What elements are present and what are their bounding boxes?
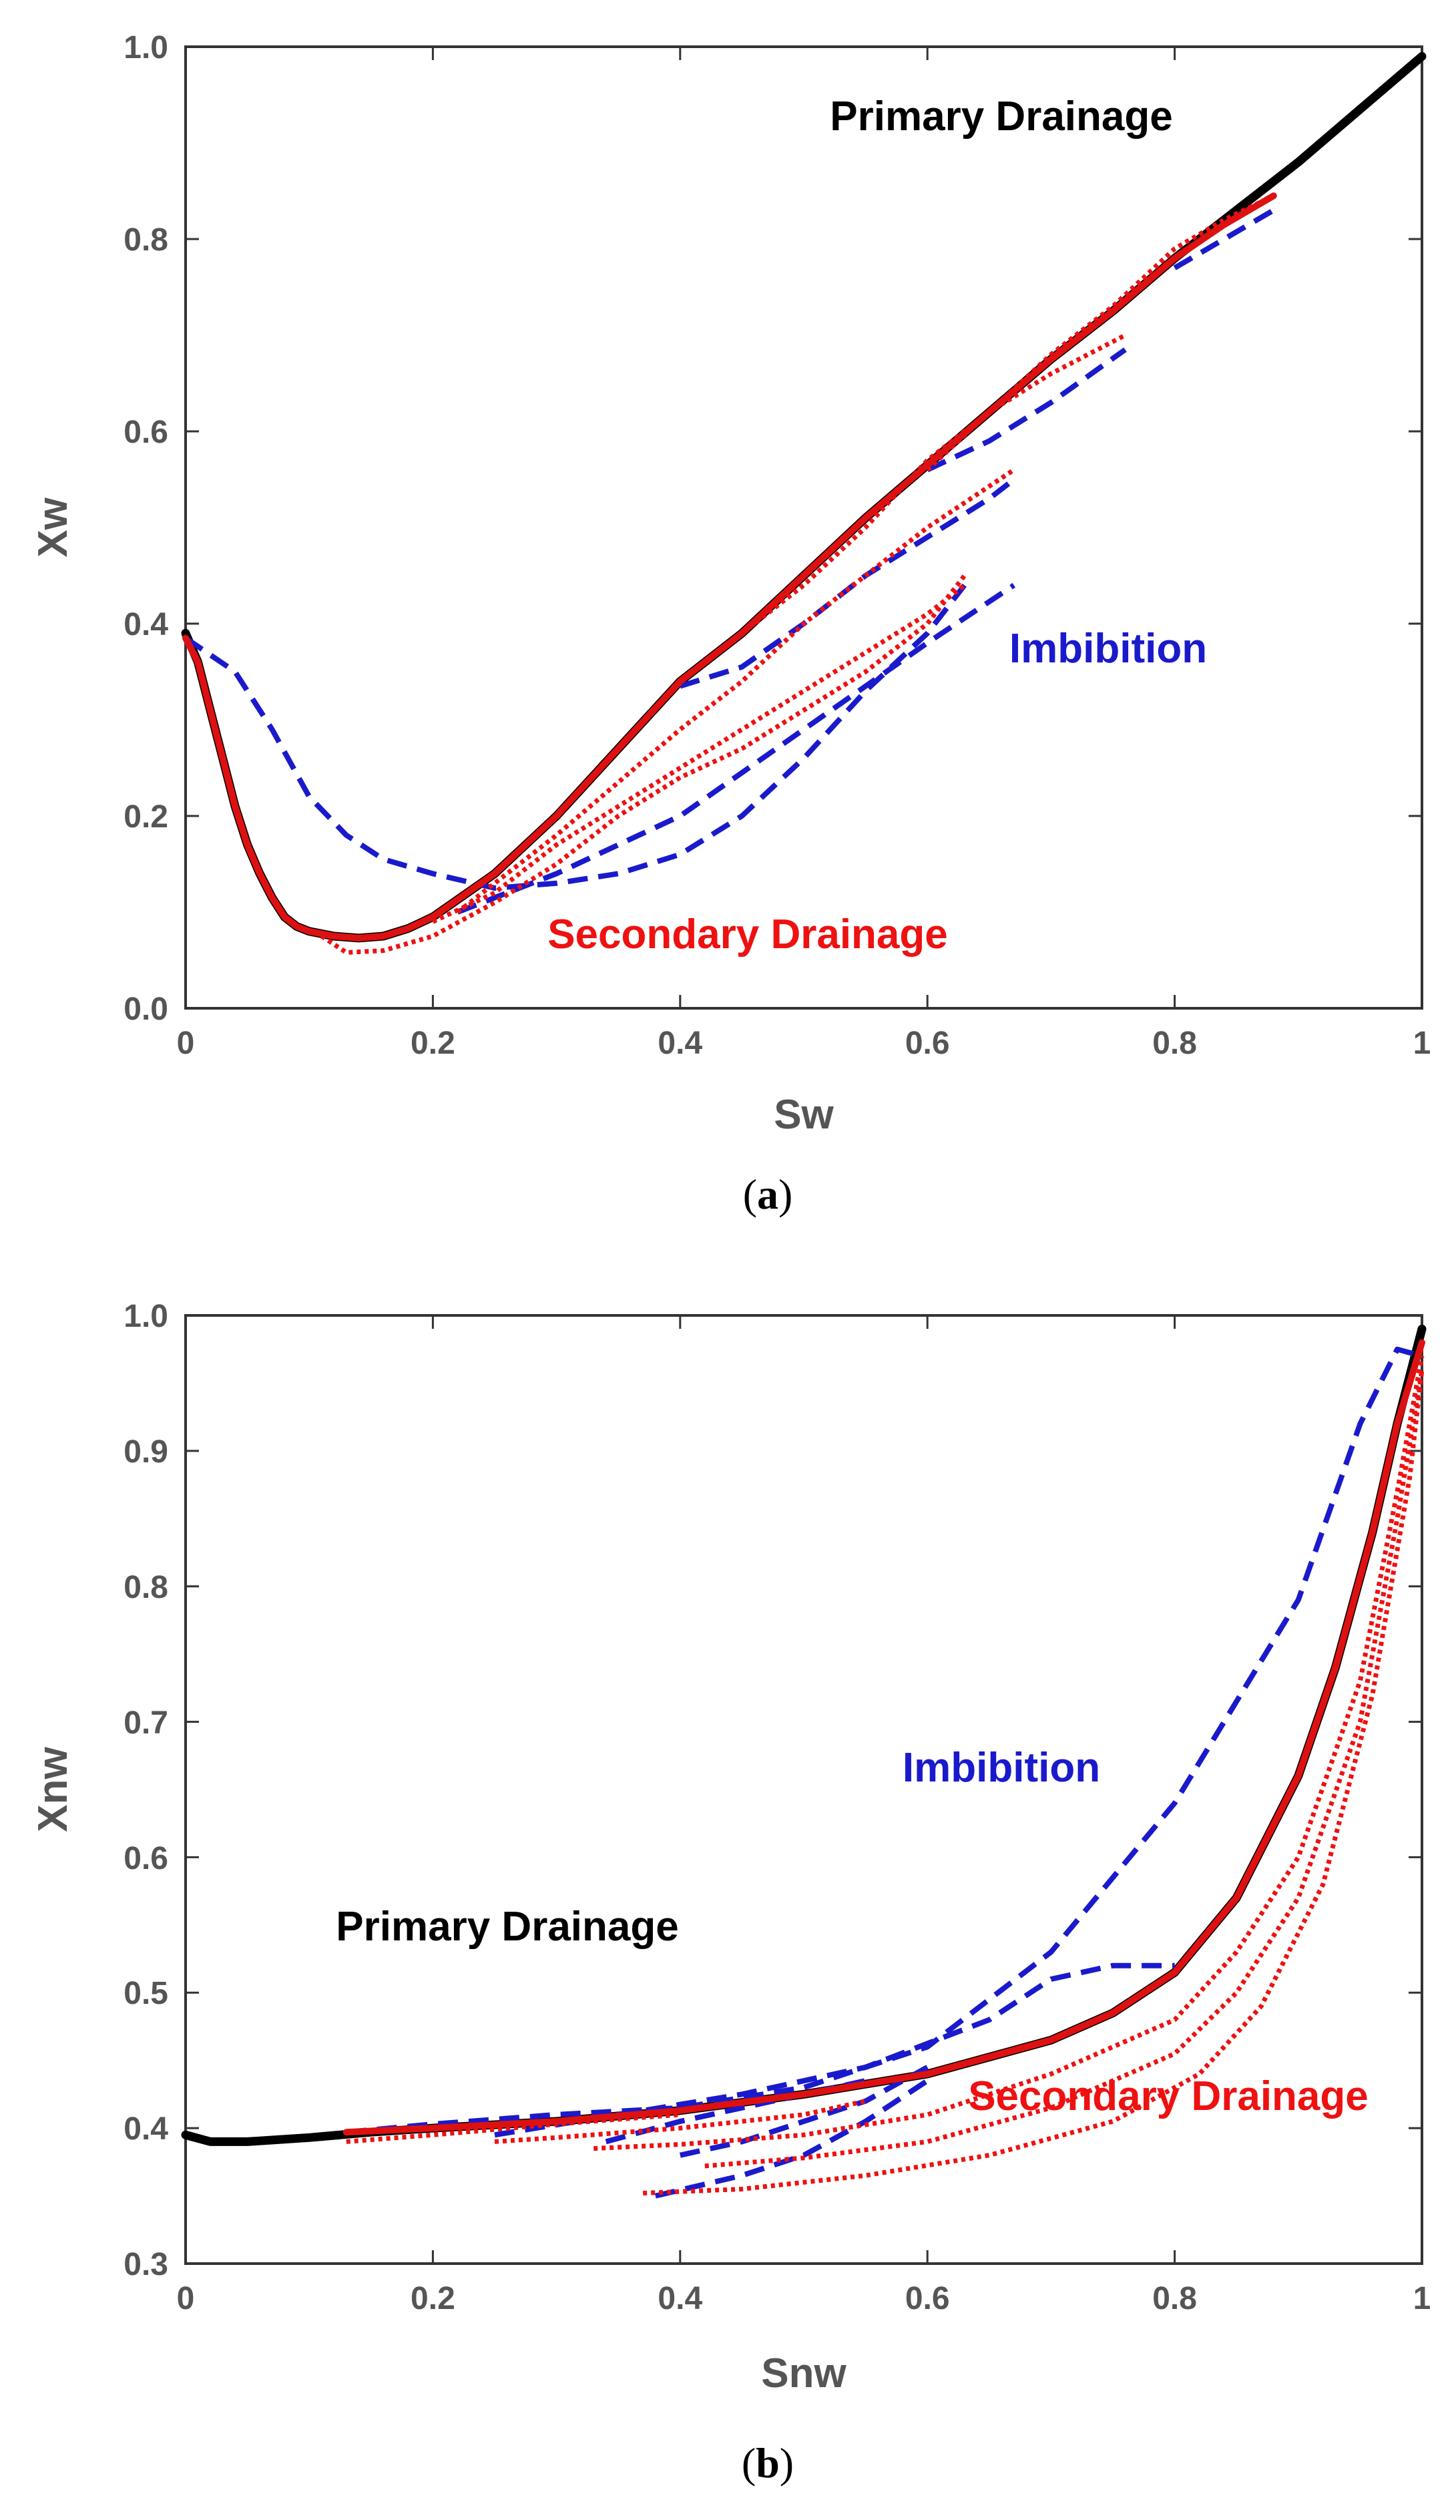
xtick-label-a: 0.2 — [411, 1026, 455, 1061]
series-line-imbibition-2 — [494, 1962, 1175, 2138]
xtick-label-a: 0.8 — [1152, 1026, 1197, 1061]
annotation-secondary-drainage-b: Secondary Drainage — [968, 2073, 1369, 2119]
xtick-label-b: 0 — [177, 2281, 195, 2316]
x-axis-label-a: Sw — [774, 1092, 834, 1138]
annotation-imbibition-b: Imbibition — [903, 1745, 1100, 1791]
series-line-secondary-drainage-2 — [431, 583, 966, 924]
ytick-label-a: 0.8 — [124, 222, 168, 258]
ytick-label-a: 0.0 — [124, 992, 168, 1027]
annotation-primary-drainage-b: Primary Drainage — [336, 1904, 678, 1950]
axis-ticks-a — [184, 45, 1423, 1010]
panel-a: 0 0.2 0.4 0.6 0.8 1 0.0 0.2 0.4 0.6 0.8 … — [30, 30, 1431, 1218]
xtick-label-b: 0.8 — [1152, 2281, 1197, 2316]
caption-b: (b) — [742, 2439, 794, 2487]
xtick-label-b: 0.4 — [658, 2281, 702, 2316]
series-line-imbibition-4 — [679, 2065, 929, 2158]
series-layer-b — [181, 1324, 1427, 2199]
series-line-primary-drainage — [181, 51, 1427, 943]
xtick-label-b: 0.6 — [905, 2281, 950, 2316]
series-line-primary-drainage — [181, 1324, 1427, 2146]
annotation-secondary-drainage-a: Secondary Drainage — [547, 911, 948, 958]
xtick-label-a: 0.6 — [905, 1026, 950, 1061]
series-line-imbibition-1 — [184, 583, 967, 891]
series-line-secondary-drainage-5 — [925, 194, 1275, 472]
series-line-imbibition-5 — [654, 2078, 929, 2199]
annotation-imbibition-a: Imbibition — [1009, 626, 1207, 672]
ytick-label-b: 0.3 — [124, 2247, 168, 2282]
y-axis-label-a: Xw — [30, 497, 76, 557]
ytick-label-b: 0.8 — [124, 1570, 168, 1605]
xtick-label-a: 1 — [1413, 1026, 1431, 1061]
x-axis-label-b: Snw — [761, 2350, 846, 2396]
ytick-label-b: 0.5 — [124, 1976, 168, 2011]
panel-b: 0 0.2 0.4 0.6 0.8 1 0.3 0.4 0.5 0.6 0.7 … — [30, 1299, 1431, 2487]
xtick-label-b: 0.2 — [411, 2281, 455, 2316]
y-axis-label-b: Xnw — [30, 1747, 76, 1832]
ytick-label-a: 0.2 — [124, 799, 168, 835]
series-line-secondary-drainage-2 — [494, 2099, 867, 2144]
ytick-label-b: 0.7 — [124, 1705, 168, 1741]
caption-a: (a) — [743, 1171, 793, 1218]
plot-frame-a — [184, 45, 1423, 1010]
series-line-secondary-drainage-3 — [593, 1355, 1425, 2151]
ytick-label-a: 0.4 — [124, 607, 168, 642]
xtick-label-b: 1 — [1413, 2281, 1431, 2316]
series-layer-a — [181, 51, 1427, 955]
series-line-secondary-drainage-4 — [704, 1369, 1425, 2169]
annotation-primary-drainage-a: Primary Drainage — [830, 93, 1172, 140]
ytick-label-b: 0.9 — [124, 1434, 168, 1470]
series-line-secondary-drainage-1 — [320, 574, 967, 955]
series-line-main-drainage — [182, 192, 1277, 941]
ytick-label-a: 1.0 — [124, 30, 168, 65]
series-line-imbibition-3 — [679, 477, 1016, 689]
series-line-imbibition-5 — [1173, 208, 1275, 270]
xtick-label-a: 0.4 — [658, 1026, 702, 1061]
series-line-main-drainage — [342, 1339, 1425, 2136]
series-line-secondary-drainage-1 — [346, 2112, 681, 2144]
series-line-imbibition-2 — [456, 583, 1016, 915]
xtick-label-a: 0 — [177, 1026, 195, 1061]
ytick-label-b: 0.4 — [124, 2111, 168, 2147]
ytick-label-b: 1.0 — [124, 1299, 168, 1334]
series-line-secondary-drainage-3 — [456, 467, 1015, 914]
plot-frame-b — [184, 1314, 1423, 2265]
series-line-imbibition-4 — [926, 347, 1127, 473]
ytick-label-b: 0.6 — [124, 1841, 168, 1876]
series-line-imbibition-1 — [346, 1346, 1423, 2135]
ytick-label-a: 0.6 — [124, 415, 168, 450]
